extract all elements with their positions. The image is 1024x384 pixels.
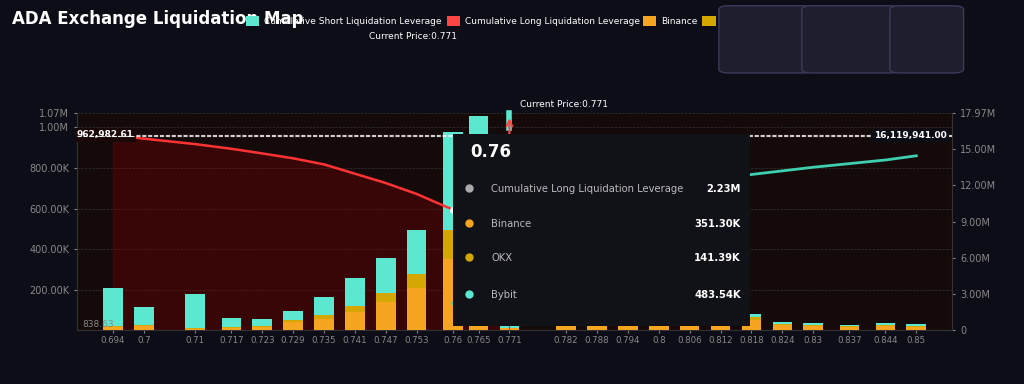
Bar [469, 304, 488, 330]
Bar [407, 230, 426, 275]
Bar [345, 278, 365, 306]
Bar [443, 230, 463, 259]
Bar [134, 326, 154, 330]
Bar [618, 271, 638, 284]
Text: Cumulative Long Liquidation Leverage: Cumulative Long Liquidation Leverage [492, 184, 684, 194]
Bar [556, 213, 575, 247]
Bar [587, 229, 607, 256]
Bar [772, 321, 793, 324]
Bar [103, 326, 123, 327]
Text: 16,119,941.00: 16,119,941.00 [874, 131, 947, 140]
Bar [284, 311, 303, 320]
Bar [876, 323, 895, 324]
Text: 838.63: 838.63 [82, 320, 114, 329]
Bar [840, 327, 859, 330]
Bar [103, 288, 123, 326]
Bar [804, 325, 823, 326]
Text: OKX: OKX [721, 17, 740, 26]
Bar [469, 295, 488, 304]
Bar [443, 259, 463, 330]
Bar [804, 323, 823, 325]
Bar [185, 294, 205, 328]
Bar [103, 327, 123, 330]
Text: ↺: ↺ [921, 32, 933, 47]
Bar [741, 314, 761, 317]
Bar [469, 116, 488, 295]
Text: ADA  ▾: ADA ▾ [748, 34, 784, 45]
Bar [407, 275, 426, 288]
Text: ADA Exchange Liquidation Map: ADA Exchange Liquidation Map [12, 10, 304, 28]
Point [444, 207, 461, 213]
Bar [284, 322, 303, 330]
Bar [500, 328, 519, 330]
Bar [556, 265, 575, 330]
Bar [711, 303, 730, 308]
Text: 351.30K: 351.30K [694, 218, 740, 228]
Bar [649, 290, 669, 330]
Bar [618, 284, 638, 330]
Bar [840, 325, 859, 326]
Bar [556, 247, 575, 265]
Bar [840, 326, 859, 327]
Bar [587, 256, 607, 271]
Bar [772, 325, 793, 330]
Bar [772, 324, 793, 325]
Text: Binance: Binance [492, 218, 531, 228]
Bar [345, 312, 365, 330]
Text: Cumulative Long Liquidation Leverage: Cumulative Long Liquidation Leverage [465, 17, 640, 26]
Bar [804, 326, 823, 330]
Bar [741, 320, 761, 330]
Text: Bybit: Bybit [762, 17, 785, 26]
Bar [407, 288, 426, 330]
Text: 483.54K: 483.54K [694, 290, 740, 300]
Bar [906, 324, 926, 326]
Bar [253, 326, 272, 327]
Bar [680, 293, 699, 301]
Text: OKX: OKX [492, 253, 512, 263]
Text: 1 day  ⇅: 1 day ⇅ [827, 34, 874, 45]
Bar [253, 319, 272, 326]
Bar [876, 324, 895, 326]
Bar [711, 313, 730, 330]
Text: 141.39K: 141.39K [694, 253, 740, 263]
Bar [587, 271, 607, 330]
Bar [906, 326, 926, 330]
Bar [185, 328, 205, 329]
Bar [618, 254, 638, 271]
Bar [221, 327, 241, 328]
Bar [345, 306, 365, 312]
Bar [500, 175, 519, 328]
Bar [134, 325, 154, 326]
Text: 962,982.61: 962,982.61 [77, 131, 134, 139]
Text: Current Price:0.771: Current Price:0.771 [369, 32, 457, 41]
Bar [443, 132, 463, 230]
Bar [649, 280, 669, 290]
FancyBboxPatch shape [446, 131, 756, 330]
Bar [221, 318, 241, 327]
Bar [741, 317, 761, 320]
Bar [876, 326, 895, 330]
Bar [376, 258, 395, 293]
Text: 0.76: 0.76 [471, 144, 512, 161]
Bar [185, 329, 205, 330]
Bar [314, 319, 334, 330]
Bar [376, 302, 395, 330]
Text: Binance: Binance [662, 17, 697, 26]
Bar [649, 269, 669, 280]
Bar [314, 315, 334, 319]
Bar [284, 320, 303, 322]
Bar [680, 301, 699, 330]
Text: Current Price:0.771: Current Price:0.771 [520, 100, 607, 109]
Text: Bybit: Bybit [492, 290, 517, 300]
Bar [253, 327, 272, 330]
Bar [221, 328, 241, 330]
Bar [680, 285, 699, 293]
Bar [134, 307, 154, 325]
Bar [376, 293, 395, 302]
Bar [314, 297, 334, 315]
Text: Cumulative Short Liquidation Leverage: Cumulative Short Liquidation Leverage [264, 17, 441, 26]
Bar [711, 308, 730, 313]
Text: 2.23M: 2.23M [707, 184, 740, 194]
